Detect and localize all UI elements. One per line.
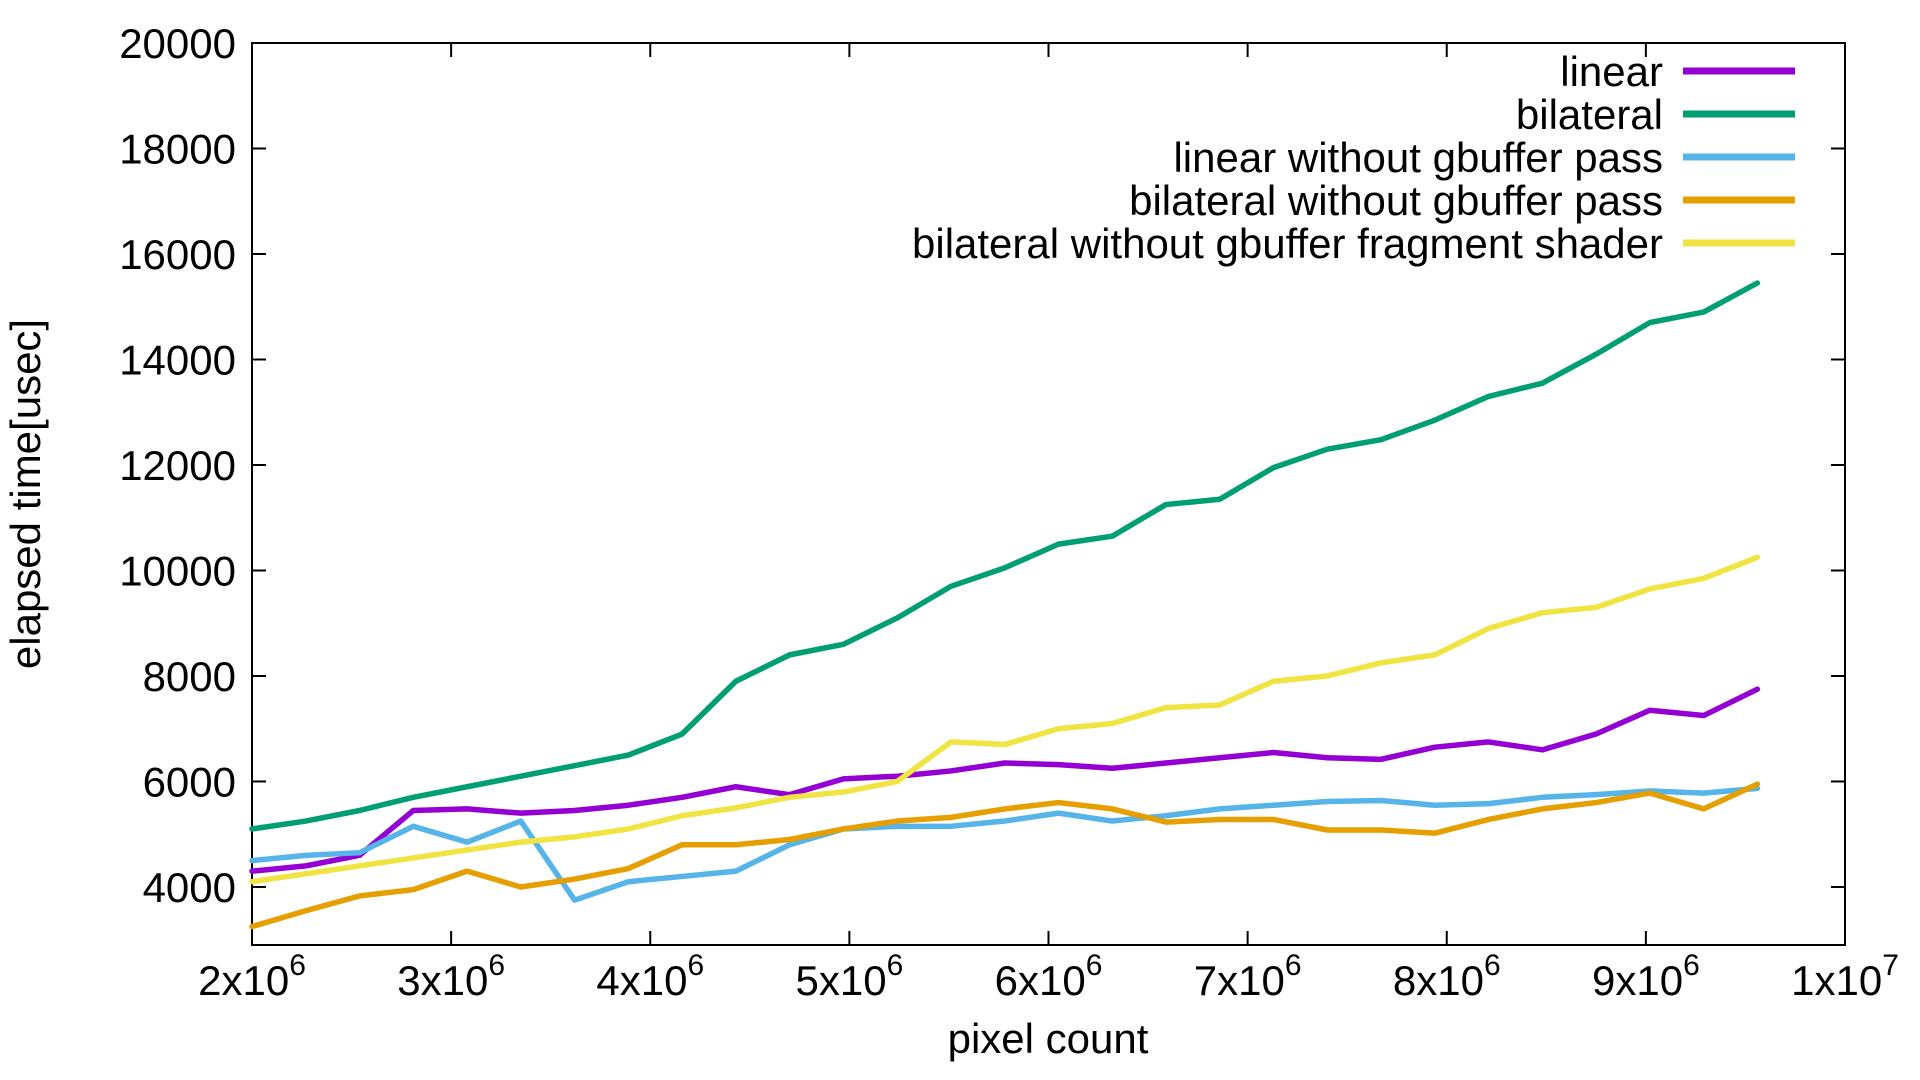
x-tick-label: 6x106 (995, 949, 1103, 1004)
y-axis-title: elapsed time[usec] (2, 319, 49, 669)
y-tick-label: 4000 (143, 864, 236, 911)
x-tick-label: 1x107 (1791, 949, 1899, 1004)
x-tick-label: 7x106 (1194, 949, 1302, 1004)
y-tick-label: 16000 (119, 231, 236, 278)
series-line-bilateral-without-gbuffer-fragment-shader (249, 554, 1761, 885)
x-tick-label: 8x106 (1393, 949, 1501, 1004)
x-tick-label: 5x106 (795, 949, 903, 1004)
series-line-bilateral (249, 280, 1761, 832)
y-tick-label: 20000 (119, 20, 236, 67)
series-line-linear (249, 686, 1761, 874)
y-tick-label: 8000 (143, 653, 236, 700)
x-tick-label: 3x106 (397, 949, 505, 1004)
legend-label-bilateral-without-gbuffer-pass: bilateral without gbuffer pass (1129, 177, 1663, 224)
x-tick-label: 2x106 (198, 949, 306, 1004)
legend-label-bilateral: bilateral (1516, 91, 1663, 138)
y-tick-label: 18000 (119, 125, 236, 172)
x-axis-title: pixel count (948, 1015, 1149, 1062)
y-tick-label: 14000 (119, 336, 236, 383)
legend-label-linear-without-gbuffer-pass: linear without gbuffer pass (1173, 134, 1663, 181)
y-tick-label: 6000 (143, 758, 236, 805)
x-tick-label: 9x106 (1592, 949, 1700, 1004)
series-line-bilateral-without-gbuffer-pass (249, 781, 1761, 930)
x-tick-label: 4x106 (596, 949, 704, 1004)
y-tick-label: 12000 (119, 442, 236, 489)
y-tick-label: 10000 (119, 547, 236, 594)
legend-label-linear: linear (1560, 48, 1663, 95)
series-line-linear-without-gbuffer-pass (249, 785, 1761, 903)
legend-label-bilateral-without-gbuffer-fragment-shader: bilateral without gbuffer fragment shade… (912, 220, 1663, 267)
